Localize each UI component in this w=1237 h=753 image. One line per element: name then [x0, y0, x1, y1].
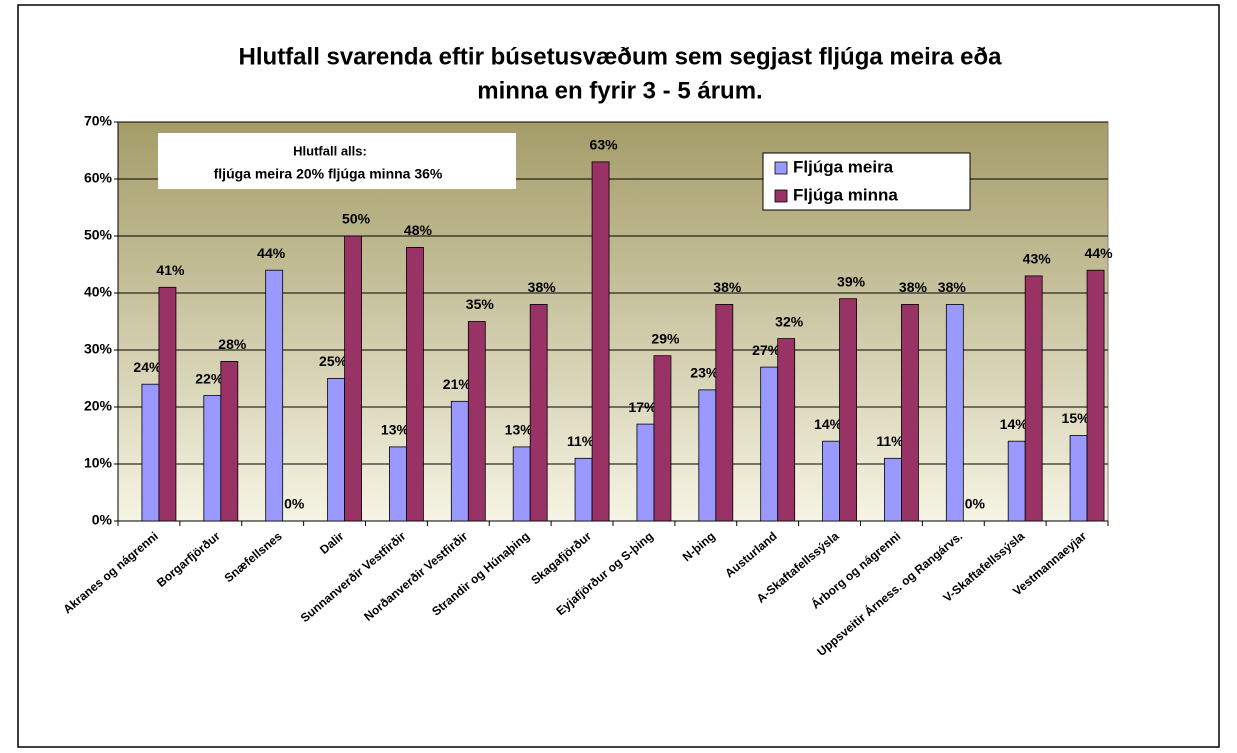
bar — [265, 269, 284, 522]
data-label: 24% — [133, 359, 162, 375]
legend-label: Fljúga meira — [793, 157, 894, 176]
annotation: Hlutfall alls: — [293, 143, 367, 158]
bar — [901, 303, 919, 522]
y-tick-label: 50% — [84, 227, 113, 243]
bar — [344, 235, 362, 522]
annotation: fljúga meira 20% fljúga minna 36% — [214, 166, 443, 182]
bar — [158, 286, 177, 522]
data-label: 38% — [713, 279, 742, 295]
bar — [698, 389, 717, 522]
bar — [591, 161, 610, 522]
data-label: 38% — [899, 279, 928, 295]
bar — [512, 446, 531, 522]
data-label: 29% — [651, 330, 680, 346]
legend-swatch — [774, 161, 788, 175]
bar — [760, 366, 779, 522]
legend-swatch — [774, 189, 788, 203]
y-tick-label: 30% — [84, 341, 113, 357]
data-label: 25% — [319, 353, 348, 369]
data-label: 63% — [590, 137, 619, 153]
bar — [1007, 440, 1026, 522]
data-label: 13% — [505, 422, 534, 438]
data-label: 13% — [381, 422, 410, 438]
data-label: 17% — [628, 399, 657, 415]
y-tick-label: 20% — [84, 398, 113, 414]
bar — [389, 446, 407, 522]
bar — [945, 303, 964, 522]
bar — [884, 457, 902, 522]
data-label: 32% — [775, 313, 804, 329]
data-label: 11% — [567, 433, 595, 449]
bar — [220, 360, 239, 522]
chart-title: minna en fyrir 3 - 5 árum. — [477, 77, 762, 104]
data-label: 28% — [218, 336, 247, 352]
bar — [653, 355, 672, 522]
bar — [450, 400, 469, 522]
chart-title: Hlutfall svarenda eftir búsetusvæðum sem… — [239, 43, 1003, 70]
bar — [574, 457, 593, 522]
data-label: 14% — [1000, 416, 1029, 432]
data-label: 38% — [938, 279, 967, 295]
legend — [762, 152, 971, 211]
bar — [839, 298, 857, 522]
y-tick-label: 40% — [84, 284, 113, 300]
bar — [1086, 269, 1105, 522]
y-tick-label: 0% — [92, 512, 113, 528]
data-label: 23% — [690, 365, 719, 381]
data-label: 48% — [404, 222, 433, 238]
y-tick-label: 10% — [84, 455, 113, 471]
data-label: 39% — [837, 273, 866, 289]
bar — [715, 303, 734, 522]
bar — [327, 378, 345, 522]
bar — [141, 383, 160, 522]
data-label: 0% — [284, 496, 305, 512]
data-label: 0% — [965, 496, 986, 512]
data-label: 11% — [876, 433, 904, 449]
data-label: 43% — [1023, 251, 1052, 267]
bar — [1024, 275, 1043, 522]
data-label: 44% — [257, 245, 286, 261]
bar — [636, 423, 655, 522]
data-label: 38% — [528, 279, 557, 295]
bar — [822, 440, 840, 522]
data-label: 35% — [466, 296, 495, 312]
data-label: 22% — [195, 370, 224, 386]
data-label: 44% — [1085, 245, 1114, 261]
bar — [203, 395, 222, 522]
data-label: 27% — [752, 342, 781, 358]
data-label: 41% — [156, 262, 185, 278]
bar — [406, 246, 424, 522]
bar — [1069, 435, 1088, 522]
data-label: 15% — [1062, 410, 1091, 426]
data-label: 21% — [443, 376, 472, 392]
y-tick-label: 70% — [84, 113, 113, 129]
bar — [467, 321, 486, 522]
data-label: 14% — [814, 416, 843, 432]
legend-label: Fljúga minna — [793, 185, 898, 204]
bar — [777, 338, 796, 522]
bar — [529, 303, 548, 522]
data-label: 50% — [342, 211, 371, 227]
annotation-box — [158, 133, 516, 189]
y-tick-label: 60% — [84, 170, 113, 186]
